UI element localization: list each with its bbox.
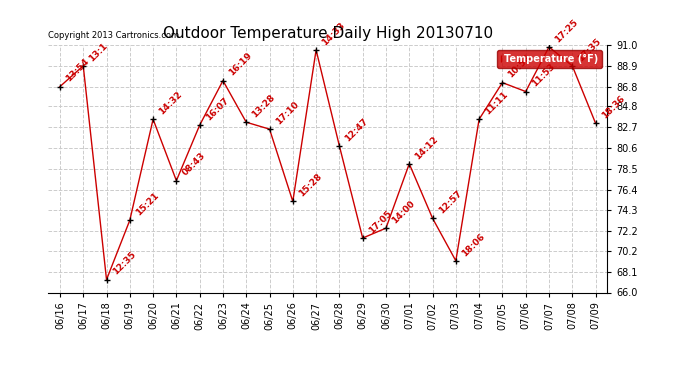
Title: Outdoor Temperature Daily High 20130710: Outdoor Temperature Daily High 20130710 xyxy=(163,26,493,41)
Text: 17:05: 17:05 xyxy=(367,209,393,235)
Text: Copyright 2013 Cartronics.com: Copyright 2013 Cartronics.com xyxy=(48,31,179,40)
Text: 11:53: 11:53 xyxy=(530,62,556,89)
Text: 14:12: 14:12 xyxy=(413,134,440,161)
Text: 15:28: 15:28 xyxy=(297,172,324,199)
Text: 10:56: 10:56 xyxy=(506,53,533,80)
Text: 13:28: 13:28 xyxy=(250,93,277,120)
Text: 16:07: 16:07 xyxy=(204,96,230,122)
Text: 12:47: 12:47 xyxy=(344,116,371,143)
Text: 13:54: 13:54 xyxy=(64,57,91,84)
Text: 16:19: 16:19 xyxy=(227,51,254,78)
Text: 17:35: 17:35 xyxy=(576,36,603,63)
Legend: Temperature (°F): Temperature (°F) xyxy=(497,50,602,68)
Text: 11:11: 11:11 xyxy=(483,90,510,117)
Text: 14:00: 14:00 xyxy=(390,199,417,225)
Text: 18:36: 18:36 xyxy=(600,94,627,120)
Text: 17:25: 17:25 xyxy=(553,18,580,44)
Text: 08:43: 08:43 xyxy=(181,151,207,178)
Text: 12:57: 12:57 xyxy=(437,189,464,216)
Text: 12:35: 12:35 xyxy=(110,250,137,277)
Text: 13:1: 13:1 xyxy=(88,41,110,63)
Text: 15:21: 15:21 xyxy=(134,191,161,217)
Text: 17:10: 17:10 xyxy=(274,100,300,126)
Text: 18:06: 18:06 xyxy=(460,231,486,258)
Text: 14:33: 14:33 xyxy=(320,21,347,47)
Text: 14:32: 14:32 xyxy=(157,90,184,117)
